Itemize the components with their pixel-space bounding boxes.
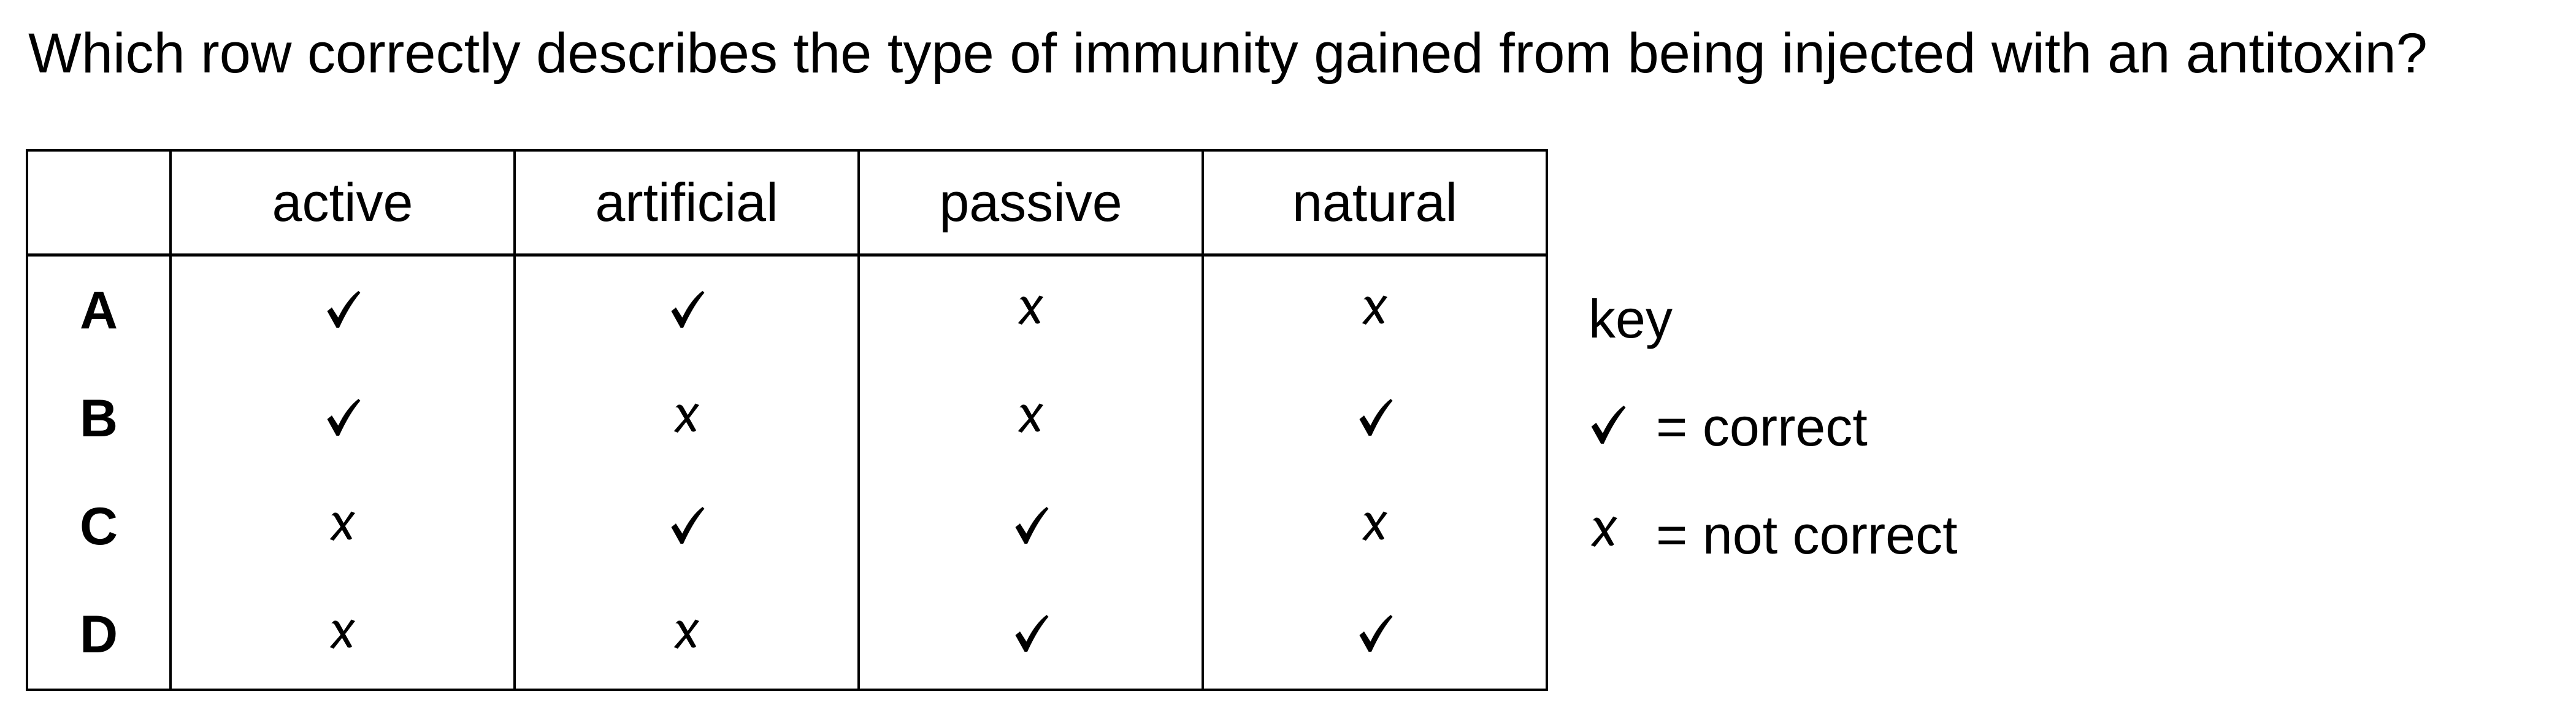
mark-cell: [857, 473, 1204, 581]
answer-table: active artificial passive natural A B C: [26, 149, 1548, 691]
mark-cell: [1202, 581, 1548, 691]
mark-cell: [513, 473, 860, 581]
tick-icon: [324, 289, 361, 330]
header-cell-passive: passive: [857, 149, 1204, 257]
cross-icon: [672, 615, 702, 652]
mark-cell: [857, 253, 1204, 365]
cross-icon: [1360, 507, 1390, 544]
mark-cell: [169, 253, 516, 365]
key-not-correct-label: = not correct: [1656, 504, 1958, 565]
header-cell-natural: natural: [1202, 149, 1548, 257]
cross-icon: [1016, 399, 1046, 436]
tick-icon: [1013, 505, 1049, 546]
tick-icon: [1013, 613, 1049, 654]
cross-icon: [1016, 291, 1046, 328]
table-row: A: [26, 253, 1548, 365]
mark-cell: [513, 365, 860, 473]
key-title: key: [1589, 288, 1673, 349]
mark-cell: [1202, 365, 1548, 473]
table-row: C: [26, 473, 1548, 581]
tick-icon: [1357, 397, 1393, 438]
cross-icon: [1360, 291, 1390, 328]
tick-icon: [1589, 403, 1631, 452]
table-row: B: [26, 365, 1548, 473]
tick-icon: [669, 289, 705, 330]
mark-cell: [513, 581, 860, 691]
tick-icon: [1357, 613, 1393, 654]
row-label: B: [26, 365, 172, 473]
table-row: D: [26, 581, 1548, 691]
mark-cell: [1202, 253, 1548, 365]
mark-cell: [169, 581, 516, 691]
header-cell-artificial: artificial: [513, 149, 860, 257]
row-label: D: [26, 581, 172, 691]
cross-icon: [672, 399, 702, 436]
mark-cell: [1202, 473, 1548, 581]
cross-icon: [328, 615, 358, 652]
mark-cell: [857, 365, 1204, 473]
cross-icon: [328, 507, 358, 544]
mark-cell: [169, 365, 516, 473]
row-label: A: [26, 253, 172, 365]
mark-cell: [169, 473, 516, 581]
mark-cell: [857, 581, 1204, 691]
header-cell-active: active: [169, 149, 516, 257]
row-label: C: [26, 473, 172, 581]
cross-icon: [1589, 511, 1631, 560]
tick-icon: [669, 505, 705, 546]
header-cell-empty: [26, 149, 172, 257]
tick-icon: [324, 397, 361, 438]
mark-cell: [513, 253, 860, 365]
key-row-correct: = correct: [1589, 396, 1868, 458]
header-row: active artificial passive natural: [26, 149, 1548, 257]
key-correct-label: = correct: [1656, 396, 1868, 457]
key-row-not-correct: = not correct: [1589, 504, 1958, 566]
question-text: Which row correctly describes the type o…: [28, 22, 2428, 85]
